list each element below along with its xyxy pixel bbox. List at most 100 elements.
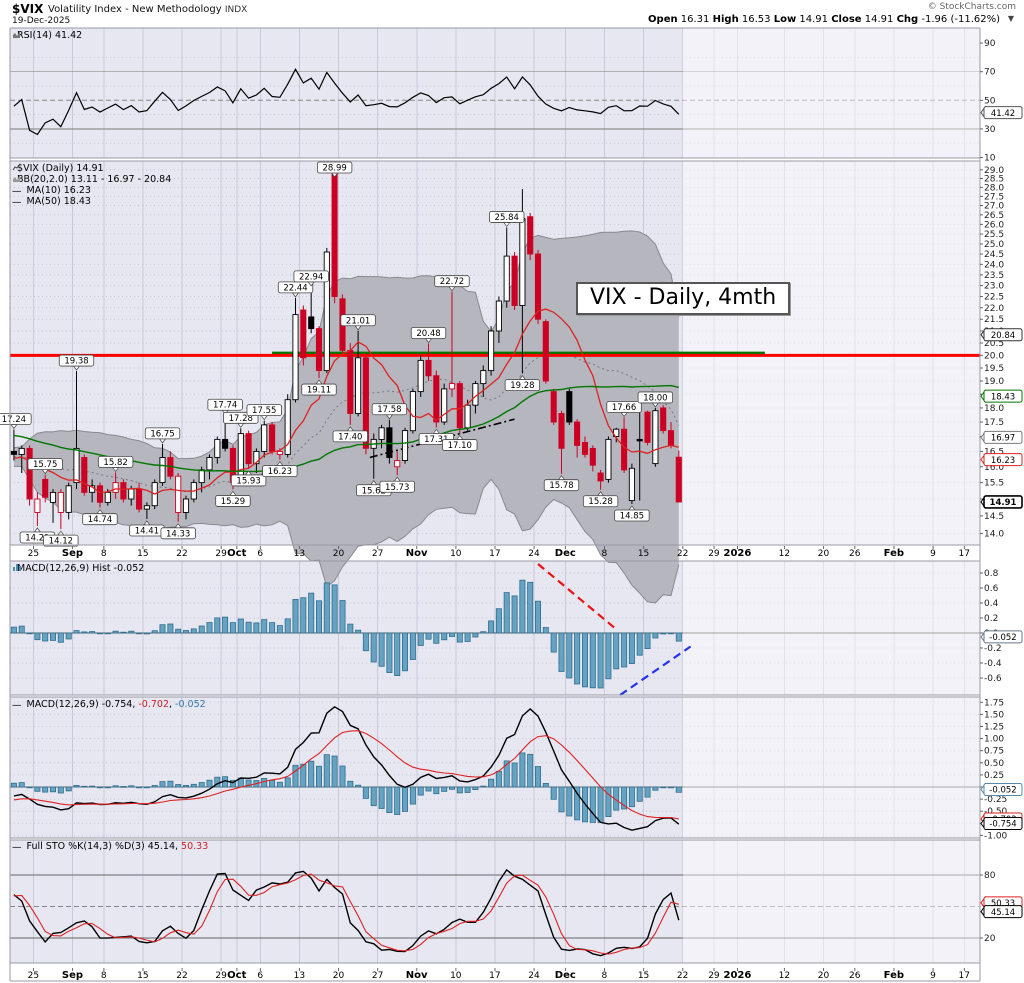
macd-hist-bar bbox=[503, 592, 510, 634]
svg-text:25.84: 25.84 bbox=[495, 213, 519, 223]
svg-text:24.5: 24.5 bbox=[984, 250, 1004, 260]
candle bbox=[621, 428, 628, 471]
svg-text:-0.6: -0.6 bbox=[984, 674, 1002, 684]
candle bbox=[550, 391, 557, 423]
axis-tag bbox=[983, 106, 1023, 120]
svg-text:17.66: 17.66 bbox=[612, 403, 636, 413]
macd-hist-bar bbox=[511, 595, 518, 634]
svg-text:20: 20 bbox=[333, 549, 345, 559]
svg-text:9: 9 bbox=[930, 971, 936, 981]
candle bbox=[128, 488, 135, 500]
candle bbox=[347, 349, 354, 414]
macd-hist-bar bbox=[628, 632, 635, 665]
macd-hist-bar bbox=[42, 632, 49, 642]
svg-text:0.25: 0.25 bbox=[984, 771, 1004, 781]
macd-hist-bar bbox=[480, 631, 487, 634]
macd-hist-bar bbox=[308, 592, 315, 634]
svg-text:19.11: 19.11 bbox=[307, 386, 331, 396]
macd-hist-bar bbox=[198, 625, 205, 634]
candle bbox=[104, 491, 111, 503]
legend-stochastic: — Full STO %K(14,3) %D(3) 45.14, 50.33 bbox=[12, 841, 209, 853]
macd-hist-bar bbox=[151, 630, 158, 634]
svg-text:29.0: 29.0 bbox=[984, 166, 1004, 176]
svg-text:0.50: 0.50 bbox=[984, 759, 1004, 769]
macd-hist-bar bbox=[18, 625, 25, 634]
line-swatch-black: — bbox=[12, 700, 22, 711]
axis-tag bbox=[983, 495, 1023, 509]
svg-text:15.5: 15.5 bbox=[984, 479, 1004, 489]
svg-text:0.2: 0.2 bbox=[984, 614, 998, 624]
candle bbox=[276, 450, 283, 455]
svg-text:1.00: 1.00 bbox=[984, 735, 1004, 745]
svg-text:6: 6 bbox=[257, 971, 263, 981]
candle bbox=[143, 505, 150, 510]
svg-text:22.44: 22.44 bbox=[283, 283, 307, 293]
red-divergence-line bbox=[537, 563, 617, 631]
svg-text:13: 13 bbox=[294, 549, 305, 559]
svg-text:20.84: 20.84 bbox=[991, 331, 1015, 341]
svg-text:25.0: 25.0 bbox=[984, 240, 1004, 250]
svg-text:30: 30 bbox=[984, 125, 996, 135]
svg-text:18.43: 18.43 bbox=[991, 392, 1015, 402]
svg-text:20: 20 bbox=[333, 971, 345, 981]
svg-text:-0.754: -0.754 bbox=[989, 820, 1016, 830]
macd-hist-bar bbox=[668, 632, 675, 635]
candle bbox=[120, 482, 127, 500]
macd-hist-bar bbox=[175, 628, 182, 634]
svg-text:25.5: 25.5 bbox=[984, 230, 1004, 240]
svg-text:18.00: 18.00 bbox=[643, 393, 667, 403]
svg-text:50: 50 bbox=[984, 96, 996, 106]
svg-text:24: 24 bbox=[528, 549, 540, 559]
macd-hist-bar bbox=[292, 599, 299, 634]
candle bbox=[284, 399, 291, 455]
candle bbox=[300, 309, 307, 359]
candle bbox=[495, 300, 502, 332]
macd-hist-bar bbox=[582, 632, 589, 688]
macd-hist-bar bbox=[644, 632, 651, 650]
svg-text:50.33: 50.33 bbox=[991, 899, 1015, 909]
svg-text:8: 8 bbox=[602, 971, 608, 981]
svg-text:25: 25 bbox=[28, 971, 39, 981]
candle bbox=[660, 407, 667, 432]
candle bbox=[488, 330, 495, 372]
candle bbox=[362, 357, 369, 449]
candle bbox=[49, 491, 57, 503]
svg-text:2026: 2026 bbox=[723, 970, 751, 981]
svg-text:17.31: 17.31 bbox=[424, 435, 448, 445]
macd-hist-bar bbox=[222, 616, 229, 634]
svg-text:14.5: 14.5 bbox=[984, 512, 1004, 522]
candle bbox=[214, 438, 221, 458]
macd-hist-bar bbox=[550, 632, 557, 653]
macd-hist-bar bbox=[26, 632, 33, 635]
svg-text:14.91: 14.91 bbox=[990, 498, 1017, 508]
macd-hist-bar bbox=[566, 632, 573, 679]
macd-hist-bar bbox=[167, 623, 174, 634]
svg-text:15.82: 15.82 bbox=[103, 458, 127, 468]
candle bbox=[433, 375, 440, 423]
macd-hist-bar bbox=[456, 632, 463, 643]
svg-text:70: 70 bbox=[984, 68, 996, 78]
axis-tag bbox=[983, 453, 1023, 467]
candle bbox=[519, 218, 526, 306]
candle bbox=[182, 498, 190, 513]
macd-hist-bar bbox=[362, 632, 369, 652]
macd-hist-bar bbox=[339, 600, 346, 634]
svg-text:45.14: 45.14 bbox=[991, 908, 1015, 918]
line-swatch-red: — bbox=[12, 186, 22, 197]
macd-hist-bar bbox=[464, 632, 471, 642]
candle bbox=[136, 488, 143, 510]
candle bbox=[417, 359, 424, 393]
svg-text:90: 90 bbox=[984, 39, 996, 49]
candle bbox=[441, 388, 448, 423]
svg-text:Sep: Sep bbox=[62, 970, 83, 981]
svg-text:22.72: 22.72 bbox=[440, 277, 464, 287]
copyright: © StockCharts.com bbox=[927, 2, 1016, 12]
candle bbox=[448, 383, 456, 390]
chg-dropdown-icon[interactable]: ▼ bbox=[1007, 14, 1014, 23]
candle bbox=[175, 475, 182, 513]
candle bbox=[597, 472, 604, 482]
macd-hist-bar bbox=[409, 632, 416, 660]
svg-text:1.50: 1.50 bbox=[984, 710, 1004, 720]
svg-text:17: 17 bbox=[959, 971, 970, 981]
svg-text:27.0: 27.0 bbox=[984, 202, 1004, 212]
